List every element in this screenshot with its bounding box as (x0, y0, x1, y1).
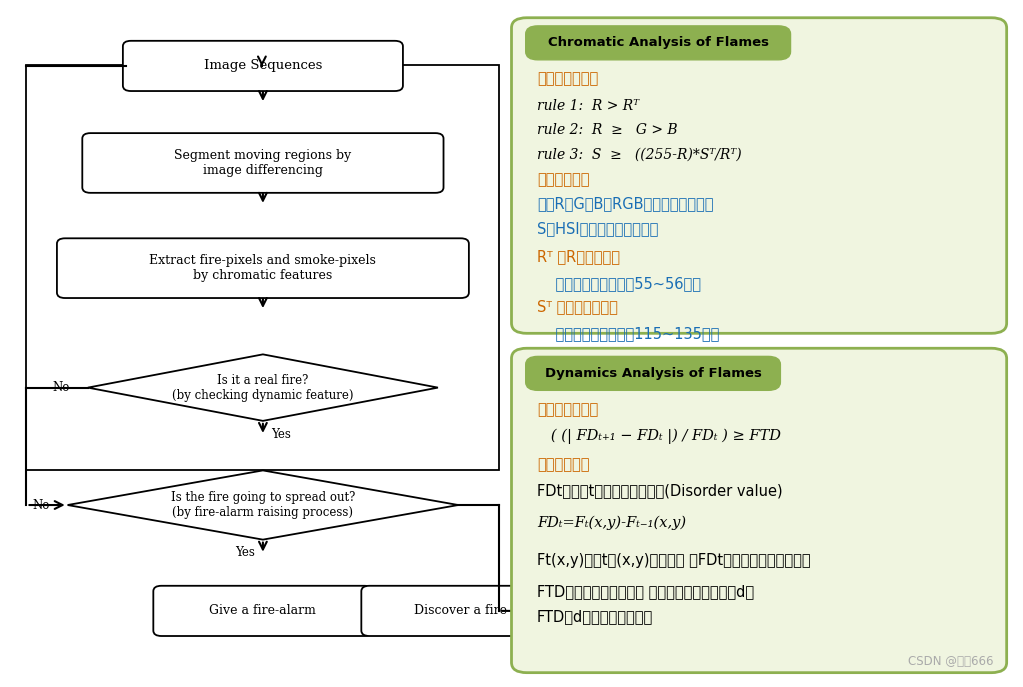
Text: No: No (32, 499, 49, 512)
Text: 经试验得到可设定在115~135之间: 经试验得到可设定在115~135之间 (537, 326, 719, 341)
FancyBboxPatch shape (153, 586, 372, 636)
Text: 则判断为火焏: 则判断为火焏 (537, 458, 589, 473)
Text: Ft(x,y)表示t帧(x,y)像素値， 即FDt为连续两帧像素値的差: Ft(x,y)表示t帧(x,y)像素値， 即FDt为连续两帧像素値的差 (537, 553, 810, 568)
Text: Is the fire going to spread out?
(by fire-alarm raising process): Is the fire going to spread out? (by fir… (171, 491, 355, 519)
FancyBboxPatch shape (526, 26, 791, 60)
Text: FTD和d都是由实验得到的: FTD和d都是由实验得到的 (537, 609, 653, 624)
Text: No: No (52, 381, 70, 394)
Text: rule 2:  R  ≥   G > B: rule 2: R ≥ G > B (537, 123, 677, 137)
Text: FTD是无序程序的阈値， 上面的条件判断需要量d次: FTD是无序程序的阈値， 上面的条件判断需要量d次 (537, 585, 754, 600)
Text: S为HSI颜色模型中的饱和度: S为HSI颜色模型中的饱和度 (537, 221, 658, 236)
FancyBboxPatch shape (57, 238, 469, 298)
Text: FDₜ=Fₜ(x,y)-Fₜ₋₁(x,y): FDₜ=Fₜ(x,y)-Fₜ₋₁(x,y) (537, 516, 686, 530)
Bar (27, 65, 499, 471)
FancyBboxPatch shape (82, 133, 444, 193)
Text: Sᵀ 为饱和度的阈値: Sᵀ 为饱和度的阈値 (537, 300, 618, 315)
Text: FDt表示第t帧火焏的无序程度(Disorder value): FDt表示第t帧火焏的无序程度(Disorder value) (537, 484, 783, 498)
Text: 则判断为火焏: 则判断为火焏 (537, 172, 589, 187)
FancyBboxPatch shape (526, 357, 781, 390)
Text: Image Sequences: Image Sequences (204, 59, 322, 72)
Text: CSDN @软糖666: CSDN @软糖666 (908, 655, 993, 668)
Polygon shape (68, 471, 458, 539)
Text: Extract fire-pixels and smoke-pixels
by chromatic features: Extract fire-pixels and smoke-pixels by … (149, 254, 376, 282)
Text: 如果满足条件：: 如果满足条件： (537, 402, 598, 417)
FancyBboxPatch shape (512, 348, 1007, 673)
Text: Discover a fire: Discover a fire (414, 605, 507, 618)
Polygon shape (88, 354, 438, 421)
FancyBboxPatch shape (123, 41, 403, 91)
Text: ( (| FDₜ₊₁ − FDₜ |) / FDₜ ) ≥ FTD: ( (| FDₜ₊₁ − FDₜ |) / FDₜ ) ≥ FTD (537, 429, 781, 444)
Text: Dynamics Analysis of Flames: Dynamics Analysis of Flames (544, 367, 761, 380)
Text: 同时满足条件：: 同时满足条件： (537, 71, 598, 87)
Text: 其中R、G、B为RGB模型中的颜色分量: 其中R、G、B为RGB模型中的颜色分量 (537, 196, 713, 211)
Text: Chromatic Analysis of Flames: Chromatic Analysis of Flames (547, 36, 768, 49)
Text: Give a fire-alarm: Give a fire-alarm (210, 605, 316, 618)
FancyBboxPatch shape (361, 586, 561, 636)
FancyBboxPatch shape (512, 18, 1007, 333)
Text: Is it a real fire?
(by checking dynamic feature): Is it a real fire? (by checking dynamic … (172, 374, 354, 402)
Text: Yes: Yes (271, 427, 292, 440)
Text: rule 3:  S  ≥   ((255-R)*Sᵀ/Rᵀ): rule 3: S ≥ ((255-R)*Sᵀ/Rᵀ) (537, 148, 742, 161)
Text: Yes: Yes (234, 546, 255, 559)
Text: 经试验得到可设定在55~56之间: 经试验得到可设定在55~56之间 (537, 276, 701, 291)
Text: rule 1:  R > Rᵀ: rule 1: R > Rᵀ (537, 98, 639, 113)
Text: Rᵀ 为R分量的阈値: Rᵀ 为R分量的阈値 (537, 249, 620, 264)
Text: Segment moving regions by
image differencing: Segment moving regions by image differen… (174, 149, 352, 177)
